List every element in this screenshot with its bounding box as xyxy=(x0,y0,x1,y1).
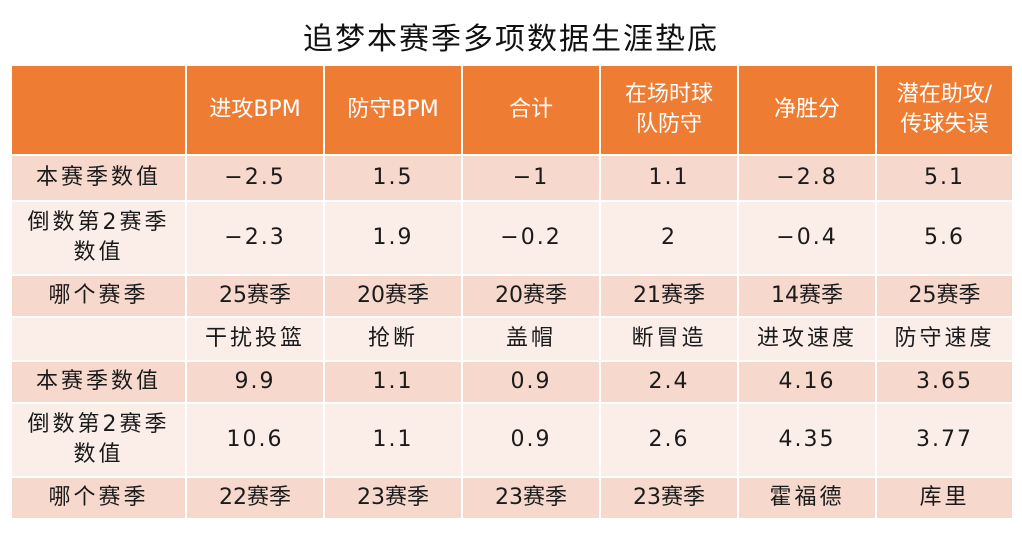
row-label: 本赛季数值 xyxy=(10,154,187,202)
table-cell: 干扰投篮 xyxy=(185,316,325,362)
header-cell-offense-bpm: 进攻BPM xyxy=(185,64,325,156)
row-label: 哪个赛季 xyxy=(10,476,187,520)
table-cell: 断冒造 xyxy=(599,316,739,362)
table-cell: 2 xyxy=(599,200,739,276)
table-cell: 9.9 xyxy=(185,360,325,404)
row-label: 倒数第2赛季数值 xyxy=(10,402,187,478)
table-cell: 防守速度 xyxy=(875,316,1014,362)
table-cell: 22赛季 xyxy=(185,476,325,520)
table-cell: 4.35 xyxy=(737,402,877,478)
table-cell: −2.3 xyxy=(185,200,325,276)
header-cell-corner xyxy=(10,64,187,156)
table-cell: −2.8 xyxy=(737,154,877,202)
table-cell: 抢断 xyxy=(323,316,463,362)
table-cell: 5.1 xyxy=(875,154,1014,202)
table-cell: 2.6 xyxy=(599,402,739,478)
table-cell: 10.6 xyxy=(185,402,325,478)
table-cell: 盖帽 xyxy=(461,316,601,362)
table-row: 本赛季数值 9.9 1.1 0.9 2.4 4.16 3.65 xyxy=(10,360,1014,404)
table-cell: 25赛季 xyxy=(185,274,325,318)
header-cell-net-points: 净胜分 xyxy=(737,64,877,156)
table-cell: 23赛季 xyxy=(323,476,463,520)
table-cell: −1 xyxy=(461,154,601,202)
table-cell: −0.2 xyxy=(461,200,601,276)
table-cell: 0.9 xyxy=(461,360,601,404)
table-row: 哪个赛季 22赛季 23赛季 23赛季 23赛季 霍福德 库里 xyxy=(10,476,1014,520)
header-cell-team-defense: 在场时球 队防守 xyxy=(599,64,739,156)
header-cell-defense-bpm: 防守BPM xyxy=(323,64,463,156)
table-cell: 1.9 xyxy=(323,200,463,276)
table-row: 倒数第2赛季数值 −2.3 1.9 −0.2 2 −0.4 5.6 xyxy=(10,200,1014,276)
row-label xyxy=(10,316,187,362)
table-cell: 进攻速度 xyxy=(737,316,877,362)
header-cell-assist-turnover: 潜在助攻/ 传球失误 xyxy=(875,64,1014,156)
table-cell: 0.9 xyxy=(461,402,601,478)
table-cell: 5.6 xyxy=(875,200,1014,276)
table-cell: 23赛季 xyxy=(461,476,601,520)
table-cell: 1.1 xyxy=(323,402,463,478)
row-label: 哪个赛季 xyxy=(10,274,187,318)
row-label: 倒数第2赛季数值 xyxy=(10,200,187,276)
table-cell: 21赛季 xyxy=(599,274,739,318)
table-cell: 3.65 xyxy=(875,360,1014,404)
table-cell: −2.5 xyxy=(185,154,325,202)
table-row: 哪个赛季 25赛季 20赛季 20赛季 21赛季 14赛季 25赛季 xyxy=(10,274,1014,318)
header-row: 进攻BPM 防守BPM 合计 在场时球 队防守 净胜分 潜在助攻/ 传球失误 xyxy=(10,64,1014,156)
table-cell: 4.16 xyxy=(737,360,877,404)
header-cell-total: 合计 xyxy=(461,64,601,156)
table-row: 本赛季数值 −2.5 1.5 −1 1.1 −2.8 5.1 xyxy=(10,154,1014,202)
stats-table: 进攻BPM 防守BPM 合计 在场时球 队防守 净胜分 潜在助攻/ 传球失误 本… xyxy=(10,64,1014,520)
table-row: 倒数第2赛季数值 10.6 1.1 0.9 2.6 4.35 3.77 xyxy=(10,402,1014,478)
table-cell: 1.1 xyxy=(599,154,739,202)
table-cell: 2.4 xyxy=(599,360,739,404)
row-label: 本赛季数值 xyxy=(10,360,187,404)
table-cell: 霍福德 xyxy=(737,476,877,520)
table-cell: 20赛季 xyxy=(323,274,463,318)
table-cell: 3.77 xyxy=(875,402,1014,478)
table-cell: 23赛季 xyxy=(599,476,739,520)
page-title: 追梦本赛季多项数据生涯垫底 xyxy=(303,22,719,57)
table-cell: 1.1 xyxy=(323,360,463,404)
table-cell: 14赛季 xyxy=(737,274,877,318)
table-cell: 20赛季 xyxy=(461,274,601,318)
table-cell: 25赛季 xyxy=(875,274,1014,318)
table-cell: −0.4 xyxy=(737,200,877,276)
table-cell: 库里 xyxy=(875,476,1014,520)
table-cell: 1.5 xyxy=(323,154,463,202)
table-row: 干扰投篮 抢断 盖帽 断冒造 进攻速度 防守速度 xyxy=(10,316,1014,362)
